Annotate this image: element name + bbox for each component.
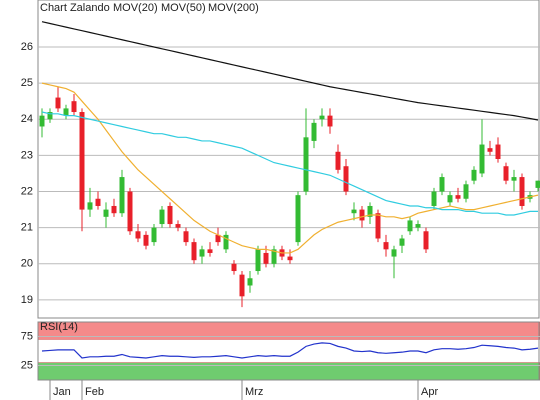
x-tick-label: Mrz [245,386,263,398]
y-tick-label: 75 [21,330,33,342]
candle-body [159,209,165,225]
y-tick-label: 23 [21,149,33,161]
line-series [41,342,539,359]
candle-body [207,249,213,253]
candle-body [487,148,493,152]
candle-body [151,227,157,243]
y-tick-label: 26 [21,41,33,53]
y-tick-label: 20 [21,258,33,270]
candle-body [399,238,405,246]
candle-body [319,115,325,120]
candle-body [431,191,437,206]
y-tick-label: 22 [21,185,33,197]
candle-body [351,209,357,214]
candle-body [79,112,85,210]
candle-body [231,263,237,272]
candle-body [111,205,117,214]
candle-body [255,249,261,272]
candle-body [263,252,269,264]
candle-body [479,144,485,174]
line-series [41,21,539,121]
candle-body [191,242,197,261]
candle-body [87,202,93,210]
candle-body [327,115,333,127]
candle-body [63,108,69,116]
x-tick-label: Feb [85,386,104,398]
candle-body [127,191,133,232]
candle-body [303,137,309,192]
candle-body [135,231,141,239]
candle-body [95,198,101,206]
candle-body [495,144,501,159]
candle-body [55,97,61,109]
candle-body [335,151,341,170]
candle-body [183,231,189,243]
x-tick-label: Apr [421,386,438,398]
y-tick-label: 25 [21,359,33,371]
candle-body [439,177,445,192]
candle-body [367,205,373,217]
candle-body [143,234,149,246]
chart-title: Chart Zalando [40,2,110,14]
candle-body [287,256,293,261]
y-tick-label: 24 [21,113,33,125]
candle-body [519,177,525,206]
candle-body [247,278,253,286]
candle-body [295,195,301,243]
candle-body [407,220,413,232]
legend-entry: MOV(200) [208,2,259,14]
candle-body [119,177,125,214]
candle-body [383,242,389,250]
candle-body [39,115,45,127]
candle-body [103,209,109,217]
x-tick-label: Jan [53,386,71,398]
candle-body [311,122,317,141]
y-tick-label: 19 [21,294,33,306]
legend-entry: MOV(50) [161,2,206,14]
candle-body [271,249,277,264]
candle-body [423,231,429,250]
candle-body [167,205,173,225]
candle-body [415,224,421,228]
candle-body [511,177,517,181]
candle-body [471,169,477,181]
candle-body [463,184,469,199]
legend-entry: MOV(20) [113,2,158,14]
candle-body [343,166,349,192]
line-series [41,111,538,216]
panel-frame [37,0,540,319]
candle-body [375,213,381,239]
candle-body [535,180,540,188]
candle-body [175,224,181,228]
candle-body [199,249,205,257]
candle-body [47,112,53,120]
candle-body [71,101,77,113]
candle-body [503,166,509,181]
candle-body [215,234,221,243]
y-tick-label: 25 [21,77,33,89]
candle-body [359,209,365,221]
candle-body [447,195,453,203]
candle-body [455,195,461,199]
candle-body [239,274,245,297]
panel-title: RSI(14) [40,321,78,333]
candle-body [223,234,229,250]
y-tick-label: 21 [21,222,33,234]
candle-body [391,249,397,257]
line-series [41,82,539,254]
